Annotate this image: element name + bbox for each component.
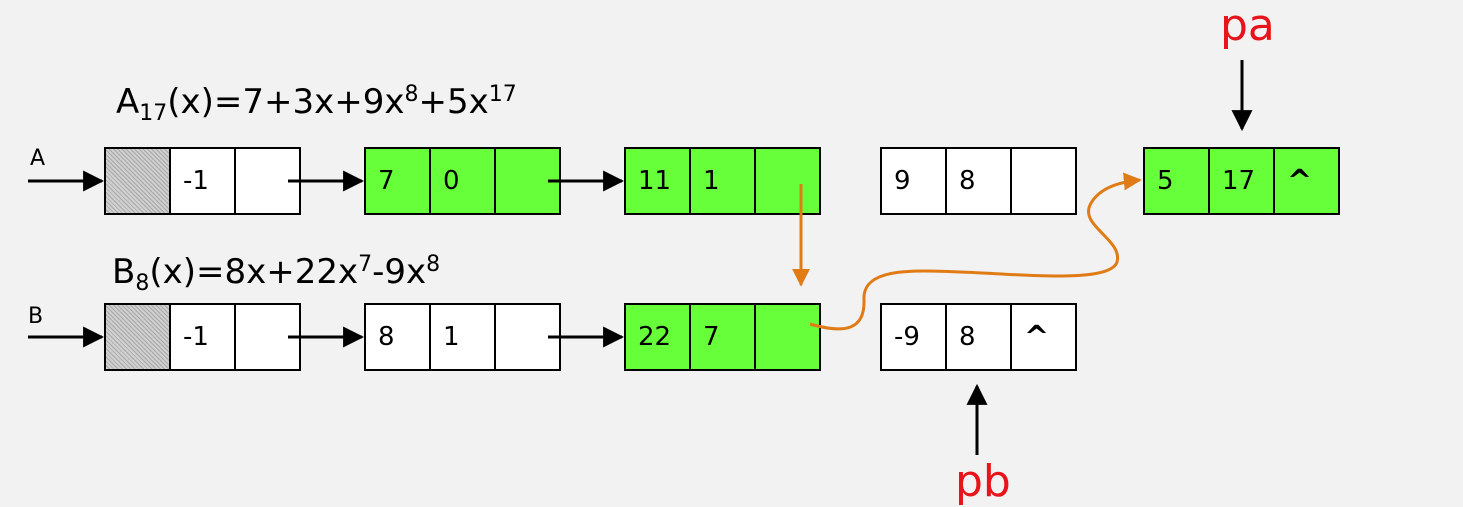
list-a-head-node: -1 xyxy=(104,147,301,215)
list-a-node-4: 5 17 ^ xyxy=(1143,147,1340,215)
eq-a-exp2: 17 xyxy=(488,82,517,107)
list-b-label: B xyxy=(28,304,44,329)
node-coef-cell: -1 xyxy=(169,303,236,371)
list-b-head-node: -1 xyxy=(104,303,301,371)
merge-link-curve-arrow xyxy=(809,172,1142,331)
null-link-cell: ^ xyxy=(1273,147,1340,215)
eq-b-body: (x)=8x+22x xyxy=(149,252,359,292)
list-b-node-3: -9 8 ^ xyxy=(880,303,1077,371)
list-b-node-2: 22 7 xyxy=(624,303,821,371)
polynomial-b-equation: B8(x)=8x+22x7-9x8 xyxy=(112,254,440,295)
eq-b-mid: -9x xyxy=(372,252,427,292)
node-coef-cell: -9 xyxy=(880,303,947,371)
eq-a-subscript: 17 xyxy=(139,101,168,126)
node-link-cell xyxy=(754,147,821,215)
node-link-cell xyxy=(1010,147,1077,215)
eq-a-name: A xyxy=(116,82,140,122)
polynomial-a-equation: A17(x)=7+3x+9x8+5x17 xyxy=(116,84,517,125)
eq-a-mid: +5x xyxy=(418,82,489,122)
node-coef-cell: 8 xyxy=(364,303,431,371)
eq-b-exp1: 7 xyxy=(358,252,373,277)
node-exp-cell: 8 xyxy=(945,303,1012,371)
node-coef-cell: -1 xyxy=(169,147,236,215)
node-link-cell xyxy=(234,303,301,371)
eq-a-exp1: 8 xyxy=(404,82,419,107)
eq-b-exp2: 8 xyxy=(426,252,441,277)
list-b-node-1: 8 1 xyxy=(364,303,561,371)
head-empty-cell xyxy=(104,147,171,215)
null-link-cell: ^ xyxy=(1010,303,1077,371)
list-a-node-3: 9 8 xyxy=(880,147,1077,215)
eq-b-subscript: 8 xyxy=(135,271,150,296)
node-coef-cell: 7 xyxy=(364,147,431,215)
pointer-pb-label: pb xyxy=(955,456,1011,507)
node-exp-cell: 8 xyxy=(945,147,1012,215)
list-a-node-1: 7 0 xyxy=(364,147,561,215)
head-empty-cell xyxy=(104,303,171,371)
list-a-label: A xyxy=(30,146,46,171)
node-link-cell xyxy=(754,303,821,371)
pointer-pa-label: pa xyxy=(1220,0,1275,51)
node-exp-cell: 7 xyxy=(689,303,756,371)
node-coef-cell: 22 xyxy=(624,303,691,371)
list-a-node-2: 11 1 xyxy=(624,147,821,215)
eq-b-name: B xyxy=(112,252,136,292)
node-link-cell xyxy=(234,147,301,215)
node-coef-cell: 11 xyxy=(624,147,691,215)
node-exp-cell: 17 xyxy=(1208,147,1275,215)
eq-a-body: (x)=7+3x+9x xyxy=(167,82,405,122)
